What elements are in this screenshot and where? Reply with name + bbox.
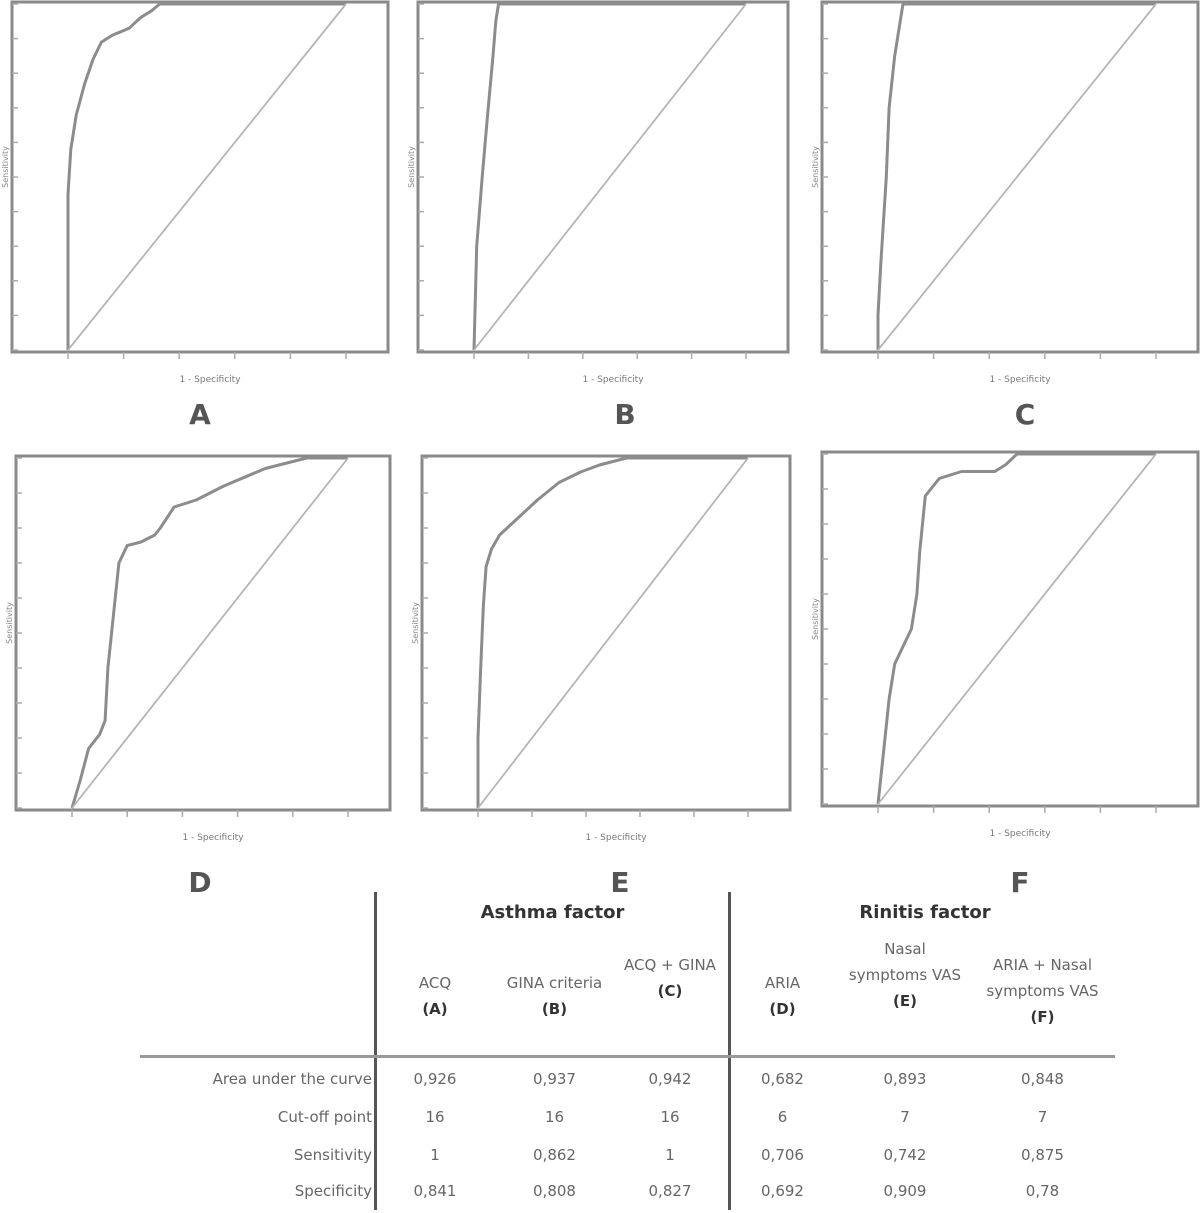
col-head-b: GINA criteria (B) xyxy=(492,970,617,1022)
plot-frame xyxy=(14,454,392,812)
cell-sens-f: 0,875 xyxy=(1021,1146,1064,1164)
table-divider-left xyxy=(374,892,377,1210)
table-header-rule xyxy=(140,1055,1115,1058)
cell-spec-b: 0,808 xyxy=(533,1182,576,1200)
x-axis-label: 1 - Specificity xyxy=(585,833,647,843)
col-head-c-name: ACQ + GINA xyxy=(624,956,716,974)
cell-cutoff-d: 6 xyxy=(777,1108,788,1126)
x-axis-label: 1 - Specificity xyxy=(179,375,241,385)
col-head-e-name: Nasal symptoms VAS xyxy=(848,940,962,984)
roc-panel-b: 1 - Specificity Sensitivity xyxy=(407,0,790,385)
col-head-c-code: (C) xyxy=(657,982,683,1000)
col-head-a-code: (A) xyxy=(422,1000,448,1018)
panel-letter-a: A xyxy=(189,398,211,431)
roc-panel-c: 1 - Specificity Sensitivity xyxy=(811,0,1200,385)
table-divider-mid xyxy=(728,892,731,1210)
roc-curve xyxy=(70,456,348,809)
panel-letter-e: E xyxy=(610,866,630,899)
cell-spec-f: 0,78 xyxy=(1025,1182,1060,1200)
panel-letter-f: F xyxy=(1010,866,1030,899)
roc-curve xyxy=(876,2,1156,350)
x-axis-label: 1 - Specificity xyxy=(582,375,644,385)
cell-spec-a: 0,841 xyxy=(413,1182,457,1200)
reference-line xyxy=(877,3,1157,351)
roc-panel-d: 1 - Specificity Sensitivity xyxy=(5,454,392,843)
roc-panel-a: 1 - Specificity Sensitivity xyxy=(1,0,390,385)
col-head-a: ACQ (A) xyxy=(380,970,490,1022)
col-head-a-name: ACQ xyxy=(418,974,452,992)
roc-panel-f: 1 - Specificity Sensitivity xyxy=(811,450,1200,839)
y-axis-label: Sensitivity xyxy=(811,598,820,640)
cell-auc-d: 0,682 xyxy=(761,1070,804,1088)
row-label-sensitivity: Sensitivity xyxy=(293,1146,372,1164)
plot-frame xyxy=(820,450,1200,808)
col-head-b-name: GINA criteria xyxy=(506,974,603,992)
y-axis-label: Sensitivity xyxy=(407,146,416,188)
row-label-auc: Area under the curve xyxy=(212,1070,372,1088)
col-head-e: Nasal symptoms VAS (E) xyxy=(845,936,965,1014)
row-label-specificity: Specificity xyxy=(294,1182,372,1200)
cell-auc-b: 0,937 xyxy=(533,1070,576,1088)
col-head-f-code: (F) xyxy=(1030,1008,1055,1026)
cell-spec-e: 0,909 xyxy=(883,1182,927,1200)
cell-auc-f: 0,848 xyxy=(1021,1070,1064,1088)
col-head-b-code: (B) xyxy=(541,1000,568,1018)
col-head-d-code: (D) xyxy=(769,1000,796,1018)
panel-letter-b: B xyxy=(614,398,636,431)
plot-frame xyxy=(416,0,790,354)
col-head-f-name: ARIA + Nasal symptoms VAS xyxy=(986,956,1099,1000)
roc-curve xyxy=(476,456,748,808)
cell-cutoff-a: 16 xyxy=(425,1108,445,1126)
x-axis-label: 1 - Specificity xyxy=(989,829,1051,839)
col-head-d: ARIA (D) xyxy=(735,970,830,1022)
row-label-cutoff: Cut-off point xyxy=(277,1108,372,1126)
cell-spec-c: 0,827 xyxy=(648,1182,692,1200)
cell-sens-e: 0,742 xyxy=(883,1146,927,1164)
roc-curve xyxy=(472,2,746,351)
roc-curve xyxy=(876,452,1156,805)
cell-auc-a: 0,926 xyxy=(413,1070,457,1088)
col-head-f: ARIA + Nasal symptoms VAS (F) xyxy=(970,952,1115,1030)
x-axis-label: 1 - Specificity xyxy=(182,833,244,843)
reference-line xyxy=(71,457,349,809)
cell-sens-b: 0,862 xyxy=(533,1146,576,1164)
col-head-d-name: ARIA xyxy=(764,974,801,992)
cell-cutoff-b: 16 xyxy=(544,1108,565,1126)
cell-auc-e: 0,893 xyxy=(883,1070,927,1088)
cell-spec-d: 0,692 xyxy=(761,1182,804,1200)
y-axis-label: Sensitivity xyxy=(1,146,10,188)
cell-cutoff-c: 16 xyxy=(660,1108,680,1126)
results-table: Asthma factor Rinitis factor ACQ (A) GIN… xyxy=(140,892,1120,1210)
cell-cutoff-f: 7 xyxy=(1037,1108,1048,1126)
x-axis-label: 1 - Specificity xyxy=(989,375,1051,385)
y-axis-label: Sensitivity xyxy=(411,602,420,644)
panel-letter-c: C xyxy=(1014,398,1036,431)
cell-sens-c: 1 xyxy=(665,1146,675,1164)
roc-curve xyxy=(66,2,346,350)
y-axis-label: Sensitivity xyxy=(811,146,820,188)
roc-figure: 1 - Specificity Sensitivity 1 - Specificit… xyxy=(1,0,1200,899)
cell-sens-a: 1 xyxy=(430,1146,440,1164)
panel-letter-d: D xyxy=(188,866,212,899)
cell-sens-d: 0,706 xyxy=(761,1146,804,1164)
reference-line xyxy=(473,3,747,351)
roc-panel-e: 1 - Specificity Sensitivity xyxy=(411,454,792,843)
col-head-e-code: (E) xyxy=(893,992,917,1010)
group-title-rinitis: Rinitis factor xyxy=(859,902,991,923)
cell-auc-c: 0,942 xyxy=(648,1070,692,1088)
reference-line xyxy=(67,3,347,351)
y-axis-label: Sensitivity xyxy=(5,602,14,644)
cell-cutoff-e: 7 xyxy=(900,1108,910,1126)
reference-line xyxy=(877,453,1157,805)
group-title-asthma: Asthma factor xyxy=(480,902,625,923)
reference-line xyxy=(477,457,749,809)
col-head-c: ACQ + GINA (C) xyxy=(620,952,720,1004)
